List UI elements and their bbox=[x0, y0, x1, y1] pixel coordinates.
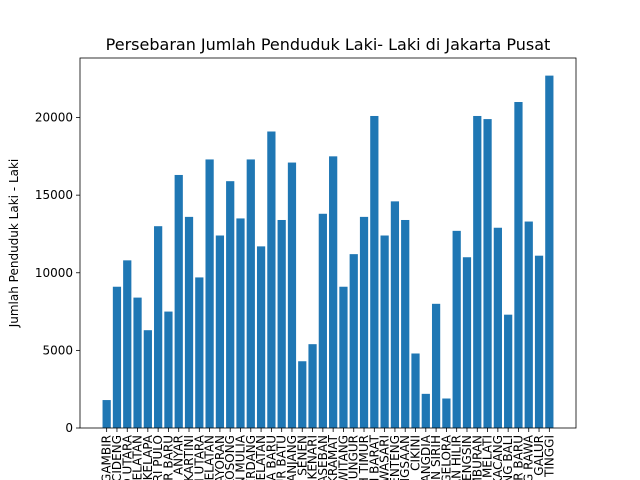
y-tick-label: 20000 bbox=[35, 111, 73, 125]
bar bbox=[545, 75, 554, 428]
bar bbox=[359, 216, 369, 428]
x-tick-label: BENDUNGAN HILIR bbox=[450, 435, 464, 480]
x-tick-label: SUMUR BATU bbox=[275, 435, 289, 480]
x-tick-label: CIKINI bbox=[409, 435, 423, 471]
x-tick-label: PASAR BARU bbox=[161, 435, 175, 480]
bar bbox=[442, 398, 451, 428]
bar bbox=[256, 246, 266, 428]
bar bbox=[143, 330, 152, 428]
y-tick-label: 0 bbox=[65, 421, 73, 435]
x-tick-label: GAMBIR bbox=[100, 435, 114, 480]
bar bbox=[390, 201, 400, 428]
x-tick-label: DURI PULO bbox=[151, 435, 165, 480]
x-tick-label: HARAPAN MULIA bbox=[233, 434, 247, 480]
x-tick-label: CEMPAKA PUTIH BARAT bbox=[367, 434, 381, 480]
bar bbox=[504, 314, 513, 428]
bar bbox=[236, 218, 245, 428]
x-tick-label: BUNGUR bbox=[347, 435, 361, 480]
x-tick-label: CIDENG bbox=[110, 435, 124, 480]
bar bbox=[195, 277, 204, 428]
x-tick-label: MANGGA DUA SELATAN bbox=[203, 435, 217, 480]
x-tick-label: KWITANG bbox=[336, 435, 350, 480]
x-tick-label: KEBON KELAPA bbox=[141, 434, 155, 480]
bar bbox=[339, 286, 348, 428]
x-tick-label: UTAN PANJANG bbox=[285, 435, 299, 480]
bar bbox=[462, 257, 472, 428]
bar bbox=[226, 181, 235, 428]
x-tick-label: MENTENG bbox=[388, 435, 402, 480]
x-tick-label: JOHAR BARU bbox=[511, 435, 525, 480]
x-tick-label: KEBON SIRIH bbox=[429, 435, 443, 480]
x-tick-label: GELORA bbox=[439, 434, 453, 480]
x-tick-label: KEMAYORAN bbox=[213, 435, 227, 480]
bar bbox=[380, 235, 389, 428]
bar bbox=[287, 162, 297, 428]
x-tick-label: KARET TENGSIN bbox=[460, 435, 474, 480]
x-tick-label: SERDANG bbox=[244, 435, 258, 480]
bar bbox=[534, 255, 544, 428]
bar bbox=[154, 226, 163, 428]
x-tick-label: KRAMAT bbox=[326, 434, 340, 480]
x-tick-label: KEBON KOSONG bbox=[223, 435, 237, 480]
x-tick-label: GUNUNG SAHARI SELATAN bbox=[254, 435, 268, 480]
x-tick-label: GUNUNG SAHARI UTARA bbox=[192, 434, 206, 480]
x-tick-label: CEMPAKA BARU bbox=[264, 435, 278, 480]
x-tick-label: PEGANGSAAN bbox=[398, 435, 412, 480]
bar bbox=[112, 286, 122, 428]
plot-frame bbox=[79, 57, 577, 429]
y-tick-label: 15000 bbox=[35, 188, 73, 202]
y-tick-label: 5000 bbox=[42, 343, 73, 357]
bar bbox=[133, 297, 142, 428]
x-tick-label: KARANG ANYAR bbox=[172, 435, 186, 480]
bar bbox=[411, 353, 420, 428]
x-tick-label: KEBON KACANG bbox=[491, 435, 505, 480]
x-tick-label: TANAH TINGGI bbox=[542, 435, 556, 480]
bar bbox=[308, 344, 317, 428]
x-tick-label: RAWASARI bbox=[378, 435, 392, 480]
bar bbox=[421, 393, 430, 428]
bar bbox=[349, 254, 358, 428]
x-tick-label: GALUR bbox=[532, 435, 546, 476]
chart-title: Persebaran Jumlah Penduduk Laki- Laki di… bbox=[106, 35, 551, 54]
bar bbox=[401, 219, 410, 428]
bar bbox=[524, 221, 533, 428]
x-tick-label: PETAMBURAN bbox=[470, 435, 484, 480]
x-tick-label: PETOJO UTARA bbox=[120, 434, 134, 480]
x-tick-label: KAMPUNG BALI bbox=[501, 435, 515, 480]
y-axis-label: Jumlah Penduduk Laki - Laki bbox=[7, 159, 21, 329]
bar bbox=[318, 213, 327, 428]
bar bbox=[298, 361, 307, 428]
bar bbox=[184, 216, 194, 428]
y-tick-label: 10000 bbox=[35, 266, 73, 280]
bar bbox=[174, 174, 183, 428]
bar bbox=[473, 115, 482, 428]
bar bbox=[370, 115, 379, 428]
bar bbox=[215, 235, 225, 428]
x-tick-label: KENARI bbox=[306, 435, 320, 480]
bar bbox=[277, 219, 286, 428]
bar bbox=[452, 230, 461, 428]
x-tick-label: KARTINI bbox=[182, 435, 196, 480]
bar bbox=[329, 156, 338, 428]
bar bbox=[102, 400, 111, 428]
x-tick-label: PETOJO SELATAN bbox=[131, 435, 145, 480]
x-tick-label: CEMPAKA PUTIH TIMUR bbox=[357, 435, 371, 480]
bar bbox=[164, 311, 173, 428]
bar bbox=[246, 159, 255, 428]
bar bbox=[267, 131, 276, 429]
x-tick-label: KAMPUNG RAWA bbox=[522, 434, 536, 480]
bar bbox=[431, 303, 441, 428]
bar bbox=[123, 260, 132, 428]
bar bbox=[205, 159, 214, 428]
x-tick-label: GONDANGDIA bbox=[419, 434, 433, 480]
bar bbox=[514, 102, 523, 428]
bar bbox=[493, 227, 502, 428]
x-tick-label: PASEBAN bbox=[316, 435, 330, 480]
x-tick-label: KEBON MELATI bbox=[481, 435, 495, 480]
x-tick-label: SENEN bbox=[295, 435, 309, 476]
bar bbox=[483, 119, 492, 429]
